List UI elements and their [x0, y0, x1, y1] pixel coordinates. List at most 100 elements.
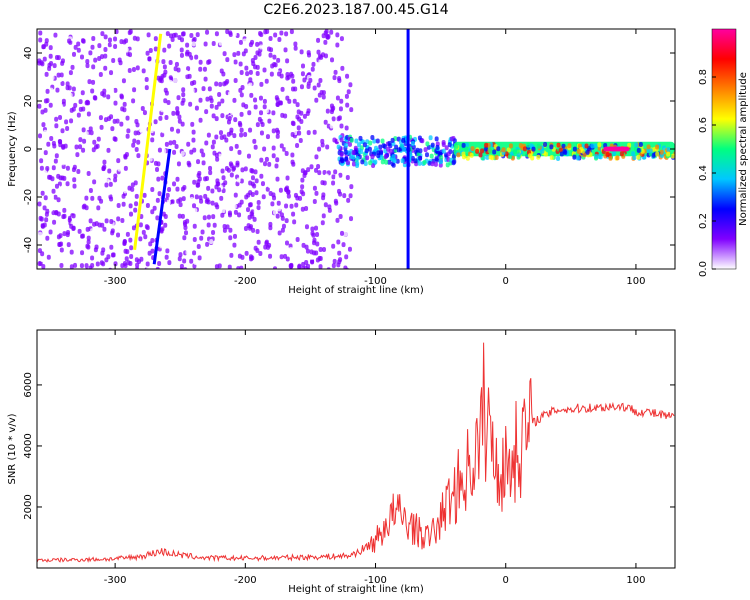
heatmap-cell — [115, 118, 120, 124]
heatmap-cell — [48, 45, 53, 51]
heatmap-cell — [331, 174, 336, 180]
heatmap-cell — [149, 128, 154, 134]
heatmap-cell — [262, 226, 267, 232]
y-tick-label: 2000 — [23, 494, 34, 519]
heatmap-cell — [496, 146, 501, 152]
heatmap-cell — [170, 203, 175, 209]
heatmap-cell — [120, 217, 125, 223]
heatmap-cell — [291, 161, 296, 167]
heatmap-cell — [304, 259, 309, 265]
heatmap-cell — [75, 152, 80, 158]
heatmap-cell — [299, 49, 304, 55]
heatmap-cell — [299, 215, 304, 221]
heatmap-cell — [140, 106, 145, 112]
heatmap-cell — [123, 248, 128, 254]
heatmap-cell — [239, 111, 244, 117]
heatmap-cell — [205, 255, 210, 261]
heatmap-cell — [326, 215, 331, 221]
heatmap-cell — [301, 191, 306, 197]
heatmap-cell — [556, 156, 561, 162]
heatmap-cell — [306, 50, 311, 56]
heatmap-cell — [60, 80, 65, 86]
heatmap-cell — [228, 239, 233, 245]
heatmap-cell — [96, 205, 101, 211]
heatmap-cell — [370, 135, 375, 141]
snr-panel: -300 -200 -100 0 100 2000 4000 6000 Height of … — [7, 329, 676, 595]
heatmap-cell — [323, 39, 328, 45]
heatmap-cell — [314, 250, 319, 256]
heatmap-cell — [102, 92, 107, 98]
heatmap-cell — [316, 163, 321, 169]
heatmap-cell — [128, 109, 133, 115]
heatmap-cell — [41, 44, 46, 50]
heatmap-cell — [47, 62, 52, 68]
heatmap-cell — [71, 213, 76, 219]
heatmap-cell — [54, 123, 59, 129]
heatmap-cell — [91, 64, 96, 70]
heatmap-cell — [245, 37, 250, 43]
heatmap-cell — [214, 152, 219, 158]
heatmap-streak — [133, 33, 163, 250]
heatmap-cell — [134, 201, 139, 207]
heatmap-cell — [134, 118, 139, 124]
heatmap-cell — [218, 40, 223, 46]
heatmap-cell — [44, 217, 49, 223]
heatmap-cell — [597, 142, 602, 148]
heatmap-cell — [134, 193, 139, 199]
heatmap-cell — [249, 267, 254, 269]
heatmap-cell — [122, 101, 127, 107]
heatmap-cell — [65, 81, 70, 87]
heatmap-cell — [233, 68, 238, 74]
heatmap-cell — [549, 155, 554, 161]
heatmap-cell — [278, 100, 283, 106]
heatmap-cell — [85, 226, 90, 232]
heatmap-cell — [117, 166, 122, 172]
heatmap-cell — [165, 31, 170, 37]
heatmap-cell — [113, 173, 118, 179]
heatmap-cell — [206, 132, 211, 138]
heatmap-cell — [251, 61, 256, 67]
heatmap-cell — [55, 87, 60, 93]
heatmap-cell — [220, 98, 225, 104]
heatmap-cell — [261, 194, 266, 200]
heatmap-cell — [42, 205, 47, 211]
colorbar-tick-label: 0.2 — [698, 213, 709, 229]
heatmap-cell — [306, 167, 311, 173]
heatmap-cell — [182, 184, 187, 190]
heatmap-cell — [195, 182, 200, 188]
heatmap-cell — [265, 244, 270, 250]
heatmap-cell — [349, 137, 354, 143]
heatmap-cell — [163, 87, 168, 93]
heatmap-cell — [82, 203, 87, 209]
heatmap-cell — [84, 131, 89, 137]
heatmap-cell — [128, 237, 133, 243]
heatmap-cell — [275, 84, 280, 90]
heatmap-streak — [152, 148, 172, 265]
heatmap-cell — [347, 246, 352, 252]
heatmap-cell — [51, 140, 56, 146]
heatmap-cell — [92, 95, 97, 101]
heatmap-cell — [177, 114, 182, 120]
heatmap-cell — [335, 217, 340, 223]
heatmap-cell — [182, 235, 187, 241]
heatmap-cell — [387, 159, 392, 165]
heatmap-cell — [204, 156, 209, 162]
heatmap-cell — [484, 146, 489, 152]
heatmap-cell — [239, 178, 244, 184]
heatmap-cell — [198, 117, 203, 123]
heatmap-cell — [167, 43, 172, 49]
heatmap-cell — [249, 167, 254, 173]
heatmap-cell — [336, 144, 341, 150]
heatmap-cell — [232, 233, 237, 239]
heatmap-cell — [74, 255, 79, 261]
heatmap-cell — [103, 46, 108, 52]
heatmap-cell — [87, 79, 92, 85]
heatmap-cell — [68, 92, 73, 98]
heatmap-cell — [248, 69, 253, 75]
heatmap-cell — [273, 209, 278, 215]
heatmap-cell — [306, 108, 311, 114]
heatmap-cell — [44, 41, 49, 47]
heatmap-cell — [109, 114, 114, 120]
heatmap-cell — [301, 149, 306, 155]
heatmap-cell — [227, 212, 232, 218]
